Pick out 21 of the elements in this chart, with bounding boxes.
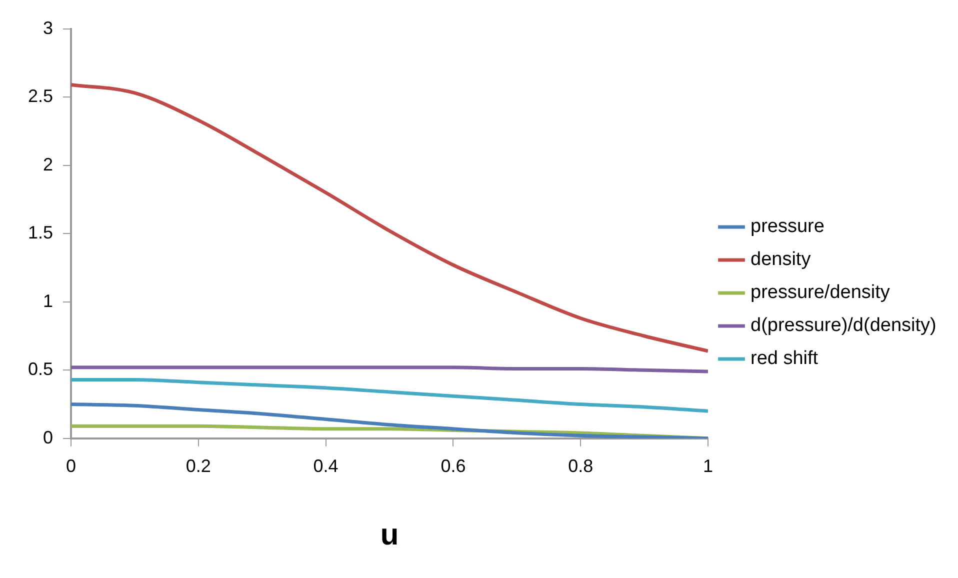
y-tick-label: 2 [43, 154, 54, 174]
line-series [71, 83, 708, 353]
legend-label: red shift [750, 348, 819, 370]
x-tick-label: 1 [702, 456, 714, 476]
y-tick-label: 0 [43, 427, 54, 448]
x-tick-label: 0.4 [313, 456, 338, 476]
y-tick-label: 3 [43, 18, 54, 38]
y-tick-label: 0.5 [28, 359, 54, 380]
legend-label: pressure [750, 216, 824, 238]
y-tick-label: 2.5 [28, 86, 54, 106]
x-tick-label: 0.2 [186, 456, 211, 476]
legend-label: d(pressure)/d(density) [750, 315, 936, 336]
legend-label: density [750, 249, 812, 270]
legend-label: pressure/density [750, 282, 890, 304]
y-tick-label: 1.5 [28, 222, 54, 243]
y-tick-label: 1 [43, 290, 54, 311]
x-axis-title: u [380, 518, 399, 552]
x-tick-label: 0 [66, 456, 76, 476]
x-tick-label: 0.8 [568, 456, 594, 476]
x-tick-label: 0.6 [440, 456, 466, 476]
line-series [71, 378, 708, 413]
